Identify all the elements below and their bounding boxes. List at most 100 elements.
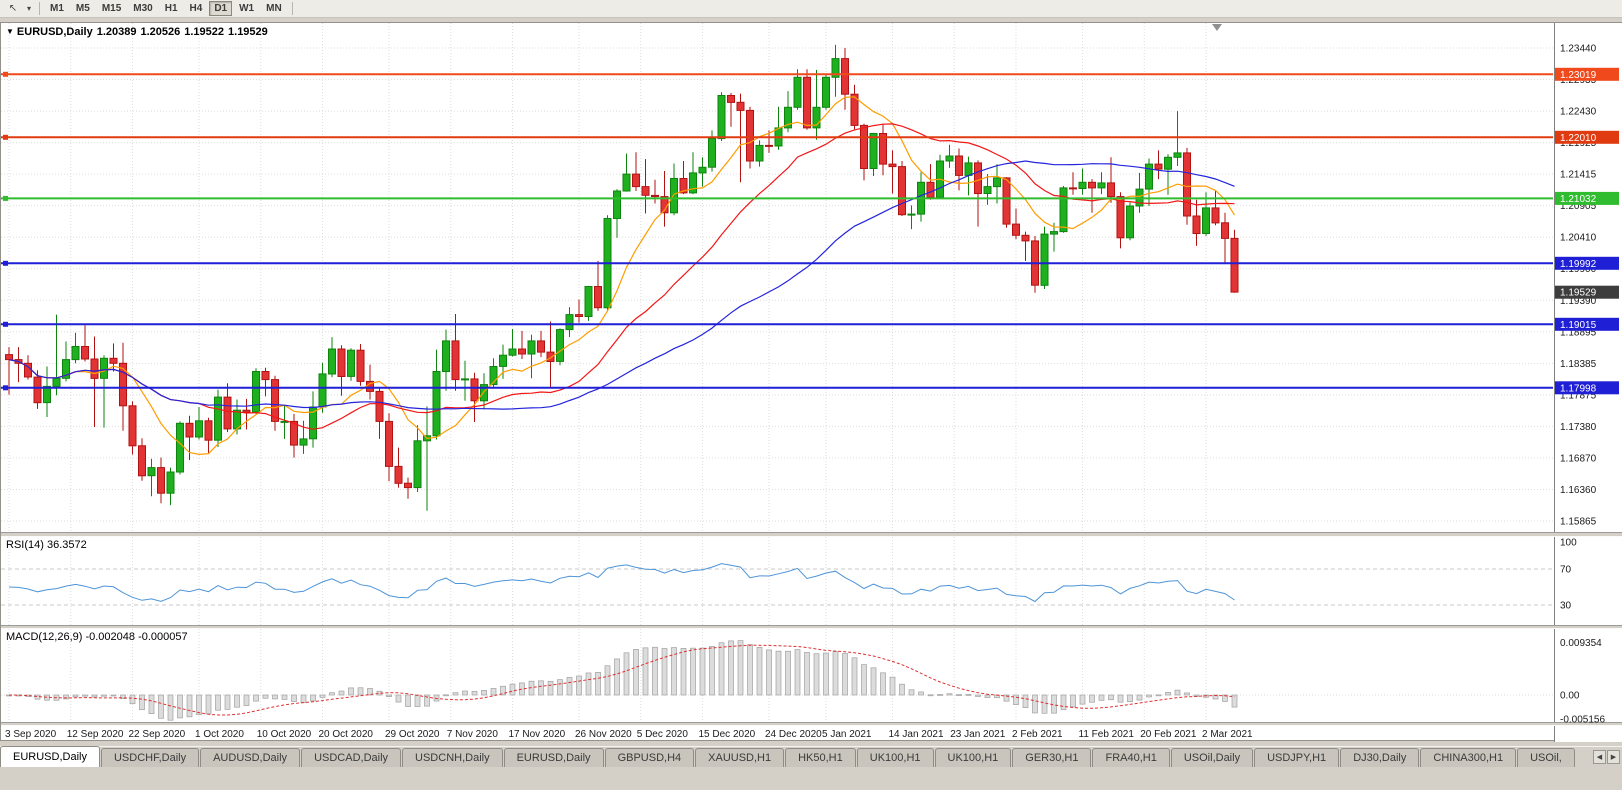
candle-body [651, 194, 659, 198]
chart-tab-usoil-daily[interactable]: USOil,Daily [1170, 748, 1254, 767]
price-axis-label: 1.19390 [1560, 296, 1597, 307]
timeframe-button-m1[interactable]: M1 [50, 3, 64, 14]
date-axis-label: 2 Feb 2021 [1012, 729, 1063, 740]
quote-open: 1.20389 [96, 26, 137, 38]
chart-tab-eurusd-daily[interactable]: EURUSD,Daily [503, 748, 604, 767]
macd-histogram-bar [889, 676, 896, 696]
macd-histogram-bar [908, 689, 915, 696]
candle-body [575, 314, 583, 318]
macd-histogram-bar [281, 694, 288, 700]
macd-histogram-bar [243, 694, 250, 706]
quote-symbol: EURUSD,Daily [16, 26, 93, 38]
tabs-scroll-left-icon[interactable]: ◀ [1593, 750, 1606, 764]
macd-histogram-bar [348, 687, 354, 696]
price-level-handle[interactable] [3, 321, 8, 327]
candle-body [119, 362, 127, 407]
pane-separator[interactable] [1, 532, 1622, 537]
macd-histogram-bar [623, 652, 630, 696]
macd-histogram-bar [367, 688, 373, 696]
candle-body [613, 190, 621, 219]
timeframe-button-h1[interactable]: H1 [164, 3, 178, 14]
candle-body [1211, 207, 1220, 224]
candle-body [214, 396, 222, 441]
timeframe-button-d1[interactable]: D1 [209, 1, 233, 16]
price-level-handle[interactable] [3, 385, 8, 391]
chart-tab-audusd-daily[interactable]: AUDUSD,Daily [200, 748, 301, 767]
candle-body [1002, 177, 1011, 225]
chart-tab-usdcad-daily[interactable]: USDCAD,Daily [301, 748, 402, 767]
chart-tab-usdjpy-h1[interactable]: USDJPY,H1 [1254, 748, 1340, 767]
chart-tab-uk100-h1[interactable]: UK100,H1 [934, 748, 1012, 767]
chart-tab-usdcnh-daily[interactable]: USDCNH,Daily [402, 748, 503, 767]
macd-histogram-bar [652, 646, 658, 696]
macd-histogram-bar [775, 650, 782, 696]
tabs-scroll-right-icon[interactable]: ▶ [1607, 750, 1620, 764]
price-axis-label: 1.18895 [1560, 327, 1597, 338]
candle-body [1050, 231, 1058, 235]
macd-histogram-bar [72, 694, 79, 698]
candle-body [746, 109, 754, 162]
candle-body [584, 286, 593, 317]
candle-body [993, 177, 1001, 188]
macd-histogram-bar [291, 694, 297, 702]
chart-tab-dj30-daily[interactable]: DJ30,Daily [1340, 748, 1420, 767]
candle-body [1069, 187, 1077, 190]
timeframe-button-w1[interactable]: W1 [239, 3, 255, 14]
chart-shift-marker[interactable] [1212, 24, 1222, 31]
date-axis-label: 7 Nov 2020 [447, 729, 499, 740]
macd-histogram-bar [357, 687, 364, 696]
price-level-handle[interactable] [3, 195, 8, 201]
pointer-icon[interactable]: ↖ [8, 3, 18, 14]
timeframe-button-m5[interactable]: M5 [75, 3, 90, 14]
chart-tab-usdchf-daily[interactable]: USDCHF,Daily [100, 748, 200, 767]
macd-histogram-bar [699, 647, 706, 696]
macd-histogram-bar [614, 658, 620, 696]
pane-separator[interactable] [1, 625, 1622, 629]
timeframe-button-h4[interactable]: H4 [189, 3, 203, 14]
timeframe-button-mn[interactable]: MN [266, 3, 282, 14]
chart-tab-usoil-[interactable]: USOil, [1517, 748, 1575, 767]
macd-histogram-bar [1098, 694, 1105, 701]
price-level-handle[interactable] [3, 134, 8, 140]
macd-histogram-bar [158, 694, 164, 719]
timeframe-button-m30[interactable]: M30 [133, 3, 153, 14]
macd-histogram-bar [253, 694, 259, 702]
chart-tab-uk100-h1[interactable]: UK100,H1 [856, 748, 934, 767]
macd-histogram-bar [1184, 692, 1190, 696]
macd-histogram-bar [481, 690, 487, 696]
price-level-handle[interactable] [3, 260, 8, 266]
tab-scroll-buttons: ◀ ▶ [1592, 750, 1620, 764]
timeframe-button-m15[interactable]: M15 [101, 3, 122, 14]
chart-tab-hk50-h1[interactable]: HK50,H1 [785, 748, 856, 767]
macd-histogram-bar [139, 694, 145, 711]
macd-histogram-bar [234, 694, 240, 708]
pane-separator[interactable] [1, 722, 1622, 726]
macd-histogram-bar [975, 694, 981, 697]
candle-body [926, 181, 935, 198]
price-level-handle[interactable] [3, 71, 8, 77]
macd-histogram-bar [785, 650, 791, 696]
candle-body [537, 340, 545, 353]
macd-histogram-bar [633, 649, 639, 696]
chart-tab-gbpusd-h4[interactable]: GBPUSD,H4 [604, 748, 695, 767]
candle-body [546, 351, 555, 363]
chart-tab-ger30-h1[interactable]: GER30,H1 [1012, 748, 1092, 767]
chart-tab-xauusd-h1[interactable]: XAUUSD,H1 [695, 748, 785, 767]
chart-tab-fra40-h1[interactable]: FRA40,H1 [1092, 748, 1170, 767]
macd-histogram-bar [443, 694, 449, 697]
chart-tab-eurusd-daily[interactable]: EURUSD,Daily [0, 746, 100, 767]
collapse-icon[interactable]: ▼ [6, 27, 14, 36]
rsi-axis-label: 70 [1560, 565, 1572, 576]
moving-average-45-line [8, 160, 1235, 410]
chart-tab-china300-h1[interactable]: CHINA300,H1 [1420, 748, 1517, 767]
candle-body [442, 340, 450, 372]
macd-histogram-bar [1146, 694, 1152, 698]
price-axis-label: 1.17875 [1560, 390, 1597, 401]
price-chart[interactable]: 1.234401.229351.224301.219251.214151.209… [1, 23, 1622, 742]
macd-histogram-bar [1222, 694, 1228, 702]
date-axis-label: 10 Oct 2020 [257, 729, 312, 740]
dropdown-icon[interactable]: ▾ [26, 4, 31, 13]
macd-histogram-bar [395, 694, 402, 703]
macd-histogram-bar [690, 647, 696, 696]
